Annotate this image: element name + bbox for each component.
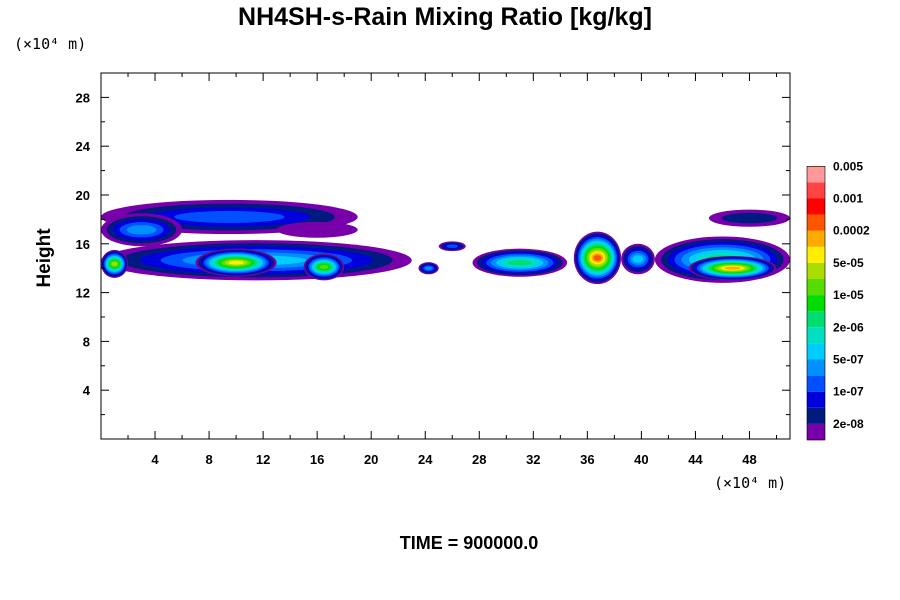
- contour-region: [688, 256, 777, 281]
- contour-region: [621, 243, 655, 275]
- contour-region: [276, 221, 358, 238]
- contour-level: [424, 266, 433, 270]
- contour-level: [721, 212, 777, 224]
- colorbar-label: 0.001: [833, 191, 863, 205]
- contour-region: [438, 241, 466, 252]
- contour-region: [708, 209, 790, 227]
- x-tick-label: 40: [634, 452, 648, 467]
- x-tick-label: 12: [256, 452, 270, 467]
- y-axis-label: Height: [34, 228, 55, 288]
- contour-level: [126, 225, 157, 235]
- colorbar-swatch: [807, 166, 825, 183]
- contour-region: [195, 248, 277, 277]
- plot-frame: [100, 72, 791, 440]
- colorbar-frame: [806, 166, 826, 441]
- y-tick-label: 28: [76, 90, 90, 105]
- colorbar-swatch: [807, 311, 825, 328]
- contour-level: [507, 260, 533, 266]
- colorbar-swatch: [807, 343, 825, 360]
- colorbar: 2e-08 1e-07 5e-07 2e-06 1e-05 5e-05 0.0002 0.00…: [806, 159, 870, 441]
- colorbar-swatch: [807, 327, 825, 344]
- colorbar-label: 0.005: [833, 159, 863, 173]
- contour-region: [101, 249, 129, 278]
- colorbar-label: 0.0002: [833, 224, 870, 238]
- x-axis-unit: (×10⁴ m): [714, 474, 786, 492]
- x-tick-label: 48: [742, 452, 756, 467]
- contour-level: [228, 260, 244, 265]
- colorbar-label: 5e-07: [833, 352, 864, 366]
- colorbar-label: 5e-05: [833, 256, 864, 270]
- contour-level: [446, 244, 459, 248]
- contour-level: [632, 255, 644, 263]
- x-tick-label: 8: [205, 452, 212, 467]
- plot-area: [101, 199, 790, 285]
- colorbar-swatch: [807, 182, 825, 199]
- colorbar-swatch: [807, 230, 825, 247]
- colorbar-swatch: [807, 423, 825, 440]
- colorbar-swatch: [807, 295, 825, 312]
- contour-region: [101, 213, 183, 247]
- colorbar-swatch: [807, 198, 825, 215]
- x-tick-label: 28: [472, 452, 486, 467]
- contour-level: [111, 261, 118, 266]
- contour-level: [724, 266, 741, 270]
- contour-level: [174, 211, 285, 223]
- x-tick-label: 24: [418, 452, 433, 467]
- colorbar-label: 2e-06: [833, 320, 864, 334]
- contour-level: [319, 264, 329, 270]
- chart-title: NH4SH-s-Rain Mixing Ratio [kg/kg]: [238, 3, 652, 31]
- y-tick-label: 4: [83, 383, 91, 398]
- colorbar-swatch: [807, 262, 825, 279]
- x-tick-label: 4: [151, 452, 159, 467]
- y-tick-label: 24: [76, 139, 91, 154]
- colorbar-swatch: [807, 214, 825, 231]
- time-label: TIME = 900000.0: [400, 533, 539, 553]
- colorbar-swatch: [807, 407, 825, 424]
- colorbar-swatch: [807, 279, 825, 296]
- x-tick-label: 20: [364, 452, 378, 467]
- contour-region: [418, 262, 439, 275]
- y-tick-label: 12: [76, 286, 90, 301]
- colorbar-swatch: [807, 246, 825, 263]
- contour-region: [472, 248, 568, 277]
- colorbar-swatch: [807, 359, 825, 376]
- x-tick-label: 36: [580, 452, 594, 467]
- contour-region: [573, 231, 622, 285]
- y-axis-unit: (×10⁴ m): [14, 35, 86, 53]
- colorbar-swatch: [807, 391, 825, 408]
- x-tick-label: 16: [310, 452, 324, 467]
- colorbar-label: 1e-07: [833, 385, 864, 399]
- contour-level: [276, 221, 358, 238]
- y-tick-label: 8: [83, 334, 90, 349]
- colorbar-swatch: [807, 375, 825, 392]
- y-tick-label: 16: [76, 237, 90, 252]
- colorbar-label: 2e-08: [833, 417, 864, 431]
- colorbar-label: 1e-05: [833, 288, 864, 302]
- contour-level: [593, 254, 602, 261]
- x-tick-label: 44: [688, 452, 703, 467]
- contour-region: [303, 253, 345, 281]
- x-tick-label: 32: [526, 452, 540, 467]
- y-tick-label: 20: [76, 188, 90, 203]
